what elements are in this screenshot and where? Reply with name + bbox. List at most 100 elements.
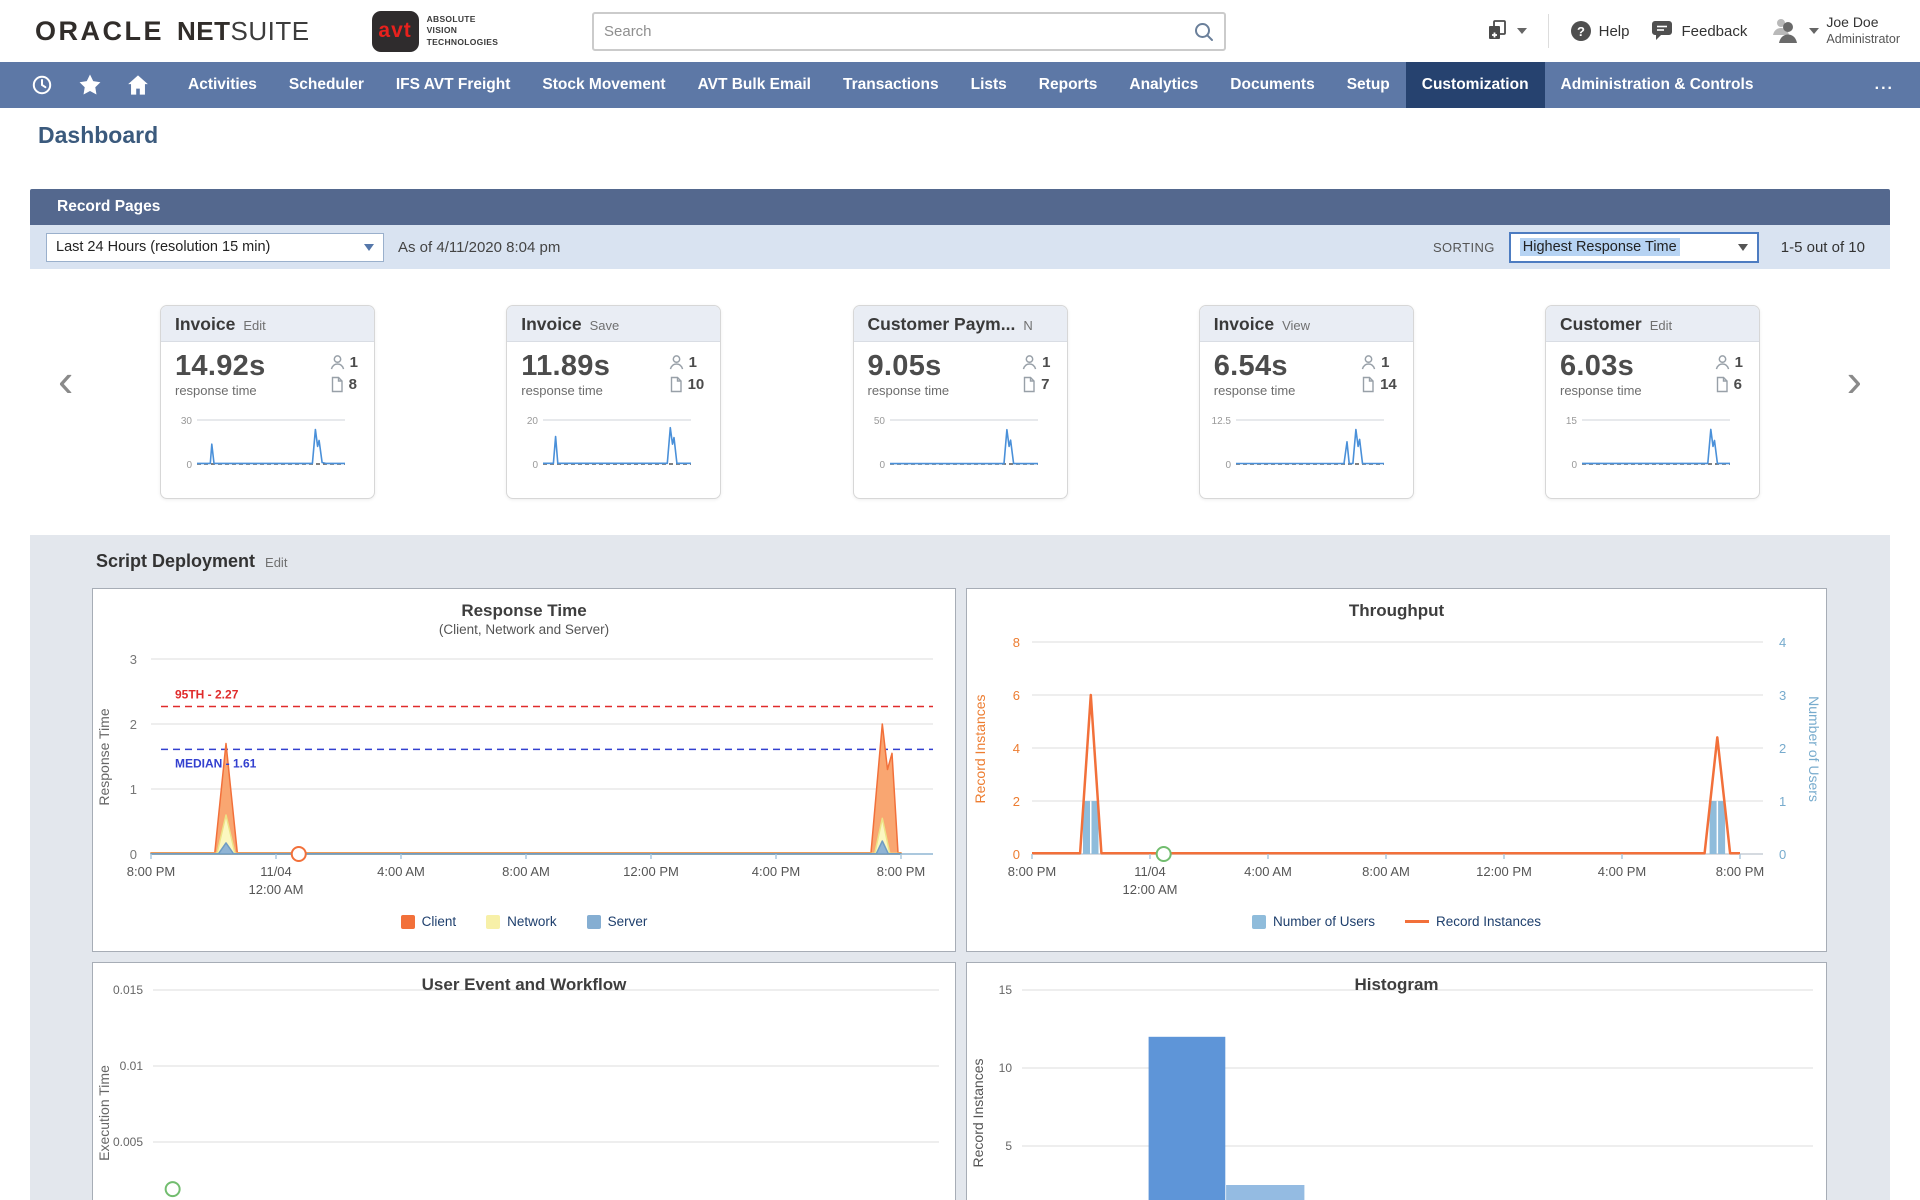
netsuite-wordmark-bold: NET [177,15,231,46]
svg-text:2: 2 [1779,741,1786,756]
record-card: Invoice Save 11.89s response time 1 10 20 0 [506,305,722,499]
time-range-select[interactable]: Last 24 Hours (resolution 15 min) [46,232,384,262]
legend-swatch [1404,920,1429,923]
nav-item-analytics[interactable]: Analytics [1129,76,1199,93]
nav-item-activities[interactable]: Activities [188,76,257,93]
sorting-select[interactable]: Highest Response Time [1508,231,1759,263]
svg-text:4:00 PM: 4:00 PM [752,864,800,879]
nav-item-scheduler[interactable]: Scheduler [288,76,364,93]
card-action-link[interactable]: Save [589,318,620,333]
nav-item-administration-controls[interactable]: Administration & Controls [1560,76,1754,93]
pages-count: 10 [687,376,705,393]
recent-records-icon[interactable] [18,62,66,108]
time-range-value: Last 24 Hours (resolution 15 min) [56,239,271,255]
svg-text:5: 5 [1005,1139,1012,1153]
card-action-link[interactable]: Edit [243,318,266,333]
svg-text:12:00 AM: 12:00 AM [1123,882,1178,897]
chart-legend: Client Network Server [93,914,955,929]
nav-item-avt-bulk-email[interactable]: AVT Bulk Email [697,76,811,93]
user-menu[interactable]: Joe Doe Administrator [1768,14,1900,47]
legend-item-client: Client [400,914,456,929]
card-header: Invoice Edit [161,306,374,342]
nav-item-transactions[interactable]: Transactions [842,76,939,93]
sparkline-chart: 15 0 [1566,416,1730,471]
card-title: Customer Paym... [867,314,1016,334]
svg-text:8:00 PM: 8:00 PM [877,864,925,879]
carousel-prev-button[interactable]: ‹ [58,354,74,406]
svg-text:1: 1 [130,782,137,797]
avt-caption-line: VISION [426,25,458,36]
response-time-chart-panel: 0 1 2 3 95TH - 2.27 MEDIAN - 1.61 8:00 PM 11/04… [92,588,956,952]
search-icon[interactable] [1193,21,1215,43]
svg-text:6: 6 [1013,688,1020,703]
pages-icon [1023,376,1035,393]
histogram-chart: 15 10 5 Record Instances [970,983,1813,1200]
svg-text:2: 2 [1013,794,1020,809]
card-body: 6.03s response time 1 6 [1546,342,1759,399]
nav-item-ifs-avt-freight[interactable]: IFS AVT Freight [395,76,511,93]
record-card: Invoice Edit 14.92s response time 1 8 30 0 [160,305,375,499]
svg-text:8:00 PM: 8:00 PM [1008,864,1056,879]
help-button[interactable]: ? Help [1570,20,1629,42]
avt-logo-caption: ABSOLUTE VISION TECHNOLOGIES [427,14,499,47]
users-icon [1361,355,1376,370]
top-header: ORACLE NET SUITE avt ABSOLUTE VISION TEC… [0,0,1920,62]
home-icon[interactable] [114,62,162,108]
search-input[interactable] [594,23,1193,40]
pages-count: 6 [1733,376,1742,393]
svg-text:95TH - 2.27: 95TH - 2.27 [175,687,239,701]
svg-text:2: 2 [130,717,137,732]
nav-item-setup[interactable]: Setup [1346,76,1390,93]
users-icon [1715,355,1729,370]
user-icon [1773,19,1798,43]
nav-item-reports[interactable]: Reports [1038,76,1098,93]
feedback-icon [1652,21,1673,40]
section-edit-link[interactable]: Edit [265,555,288,570]
record-cards-track: Invoice Edit 14.92s response time 1 8 30 0 Invoi… [160,305,1760,499]
svg-text:4: 4 [1013,741,1020,756]
svg-text:8: 8 [1013,635,1020,650]
carousel-next-button[interactable]: › [1846,354,1862,406]
card-action-link[interactable]: Edit [1649,318,1673,333]
nav-item-stock-movement[interactable]: Stock Movement [542,76,666,93]
create-new-icon [1488,20,1506,39]
card-header: Invoice Save [507,306,721,342]
chart-title: Response Time [461,601,587,620]
sorting-value: Highest Response Time [1519,238,1680,256]
pages-count: 14 [1380,376,1397,393]
favorites-icon[interactable] [66,62,114,108]
svg-text:8:00 PM: 8:00 PM [1716,864,1764,879]
svg-text:12:00 PM: 12:00 PM [1476,864,1532,879]
pagination-status: 1-5 out of 10 [1780,238,1865,256]
svg-text:11/04: 11/04 [260,864,292,879]
card-action-link[interactable]: N [1023,318,1033,333]
svg-text:4:00 AM: 4:00 AM [1244,864,1292,879]
svg-text:4:00 PM: 4:00 PM [1598,864,1646,879]
svg-text:8:00 AM: 8:00 AM [502,864,550,879]
users-count: 1 [1381,354,1390,371]
chart-title: Histogram [1354,975,1439,994]
oracle-wordmark: ORACLE [35,15,164,46]
card-action-link[interactable]: View [1282,318,1311,333]
svg-text:0: 0 [186,460,192,471]
nav-item-customization[interactable]: Customization [1405,62,1545,108]
nav-item-lists[interactable]: Lists [970,76,1007,93]
svg-text:0: 0 [1779,847,1786,862]
legend-swatch [486,914,501,929]
user-name: Joe Doe [1826,14,1879,31]
sparkline-chart: 20 0 [527,416,692,471]
card-stats: 1 14 [1360,352,1403,398]
card-title: Customer [1560,314,1642,334]
record-pages-toolbar: Last 24 Hours (resolution 15 min) As of … [30,225,1890,269]
svg-text:Response Time: Response Time [96,708,112,805]
pages-icon [1362,376,1374,393]
nav-item-documents[interactable]: Documents [1230,76,1315,93]
create-new-menu[interactable] [1484,18,1527,44]
feedback-button[interactable]: Feedback [1650,20,1747,42]
histogram-chart-panel: 15 10 5 Record Instances Histogram [966,962,1827,1200]
card-header: Invoice View [1199,306,1413,342]
nav-overflow-button[interactable]: ... [1874,76,1894,93]
pages-icon [331,376,343,393]
